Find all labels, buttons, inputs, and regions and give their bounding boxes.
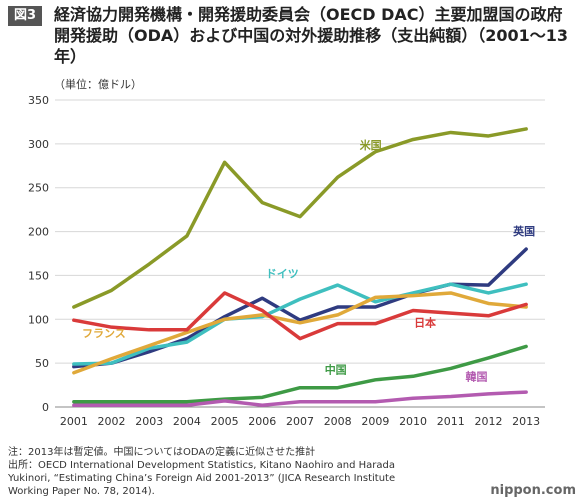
x-tick-label: 2003 — [135, 415, 163, 428]
y-tick-label: 150 — [28, 269, 49, 282]
x-tick-label: 2011 — [437, 415, 465, 428]
note-text: 注：2013年は暫定値。中国についてはODAの定義に近似させた推計 — [8, 447, 316, 458]
x-tick-label: 2004 — [173, 415, 201, 428]
x-tick-label: 2006 — [248, 415, 276, 428]
series-label: 韓国 — [465, 369, 487, 383]
series-line — [72, 127, 528, 309]
line-chart: 0 50 100 150 200 250 300 350 2001 2002 2003 2004 200… — [28, 94, 545, 428]
notes-block: 注：2013年は暫定値。中国についてはODAの定義に近似させた推計 出所：OEC… — [8, 446, 478, 498]
y-tick-label: 100 — [28, 313, 49, 326]
series-line — [72, 282, 528, 366]
source-text-2: Yukinori, “Estimating China’s Foreign Ai… — [8, 473, 396, 484]
figure-tag: 図3 — [8, 6, 43, 26]
x-tick-label: 2010 — [399, 415, 427, 428]
y-tick-label: 350 — [28, 94, 49, 107]
y-tick-label: 50 — [35, 357, 49, 370]
source-text-3: Working Paper No. 78, 2014). — [8, 486, 155, 497]
series-label: 英国 — [512, 224, 535, 238]
x-tick-label: 2005 — [211, 415, 239, 428]
series-line — [72, 291, 528, 341]
series-label: 米国 — [359, 138, 382, 152]
series-label: 中国 — [325, 363, 347, 377]
series-label: ドイツ — [266, 268, 299, 281]
x-tick-label: 2008 — [324, 415, 352, 428]
x-tick-label: 2007 — [286, 415, 314, 428]
unit-label: （単位：億ドル） — [54, 78, 142, 91]
chart-title: 経済協力開発機構・開発援助委員会（OECD DAC）主要加盟国の政府開発援助（O… — [54, 5, 569, 66]
y-tick-label: 0 — [42, 401, 49, 414]
series-line — [72, 344, 528, 404]
series-line — [72, 291, 528, 375]
x-tick-label: 2013 — [512, 415, 540, 428]
x-tick-label: 2012 — [474, 415, 502, 428]
series-line — [72, 390, 528, 407]
brand-logo: nippon.com — [490, 483, 576, 498]
y-tick-label: 200 — [28, 226, 49, 239]
y-tick-label: 300 — [28, 138, 49, 151]
series-label: フランス — [82, 327, 126, 340]
y-tick-label: 250 — [28, 182, 49, 195]
x-tick-label: 2002 — [98, 415, 126, 428]
source-text-1: 出所：OECD International Development Statis… — [8, 460, 396, 471]
series-label: 日本 — [414, 315, 436, 329]
x-tick-label: 2001 — [60, 415, 88, 428]
x-tick-label: 2009 — [361, 415, 389, 428]
